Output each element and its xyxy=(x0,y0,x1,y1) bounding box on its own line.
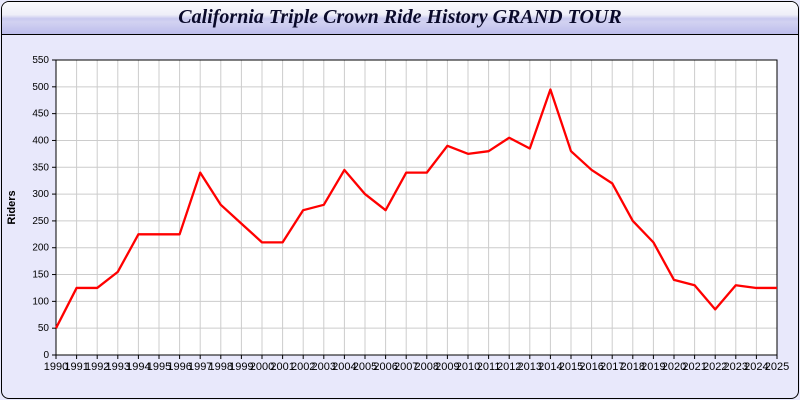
svg-text:200: 200 xyxy=(32,243,49,254)
svg-text:0: 0 xyxy=(43,350,49,361)
svg-text:550: 550 xyxy=(32,55,49,66)
svg-text:2025: 2025 xyxy=(765,361,789,373)
svg-text:300: 300 xyxy=(32,189,49,200)
svg-text:500: 500 xyxy=(32,82,49,93)
svg-text:Riders: Riders xyxy=(6,190,18,224)
svg-text:400: 400 xyxy=(32,135,49,146)
svg-text:150: 150 xyxy=(32,270,49,281)
svg-text:250: 250 xyxy=(32,216,49,227)
svg-text:50: 50 xyxy=(38,323,50,334)
svg-text:100: 100 xyxy=(32,296,49,307)
svg-text:450: 450 xyxy=(32,109,49,120)
svg-text:350: 350 xyxy=(32,162,49,173)
